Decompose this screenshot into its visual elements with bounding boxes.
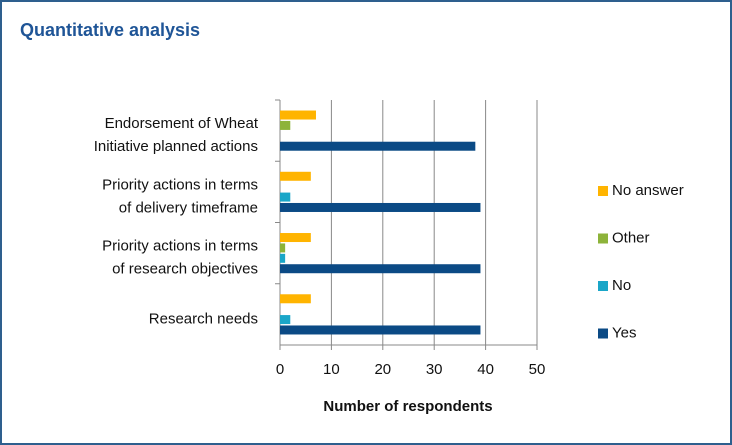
legend-label: Yes <box>612 324 636 341</box>
label-line: Priority actions in terms <box>102 238 258 255</box>
legend-swatch <box>598 281 608 291</box>
x-tick-label: 10 <box>323 361 340 378</box>
bar <box>280 171 311 181</box>
bar <box>280 141 476 151</box>
legend-swatch <box>598 233 608 244</box>
x-tick-label: 0 <box>276 361 284 378</box>
legend-label: No answer <box>612 182 684 199</box>
x-tick-label: 40 <box>477 361 494 378</box>
x-tick-label: 30 <box>426 361 443 378</box>
label-line: of delivery timeframe <box>119 199 258 216</box>
bar <box>280 264 481 274</box>
label-line: Priority actions in terms <box>102 176 258 193</box>
bar <box>280 243 286 253</box>
bar <box>280 315 291 325</box>
y-tick-label: Research needs <box>149 310 258 327</box>
bar <box>280 253 286 263</box>
legend-label: Other <box>612 229 650 246</box>
x-tick-label: 50 <box>529 361 546 378</box>
bar <box>280 294 311 304</box>
panel-title: Quantitative analysis <box>20 20 200 40</box>
legend-swatch <box>598 328 608 339</box>
label-line: Endorsement of Wheat <box>105 115 259 132</box>
y-tick-label: Priority actions in terms of research obj… <box>102 238 258 278</box>
x-axis-label: Number of respondents <box>323 398 492 415</box>
bar <box>280 110 316 120</box>
legend-label: No <box>612 277 631 294</box>
label-line: of research objectives <box>112 261 258 278</box>
x-tick-label: 20 <box>374 361 391 378</box>
bar <box>280 202 481 212</box>
legend-swatch <box>598 186 608 196</box>
y-tick-label: Priority actions in terms of delivery tim… <box>102 176 258 216</box>
bar <box>280 233 311 243</box>
bar <box>280 325 481 335</box>
bar <box>280 192 291 202</box>
bar <box>280 120 291 130</box>
y-tick-label: Endorsement of Wheat Initiative planned a… <box>94 115 259 155</box>
label-line: Initiative planned actions <box>94 138 258 155</box>
